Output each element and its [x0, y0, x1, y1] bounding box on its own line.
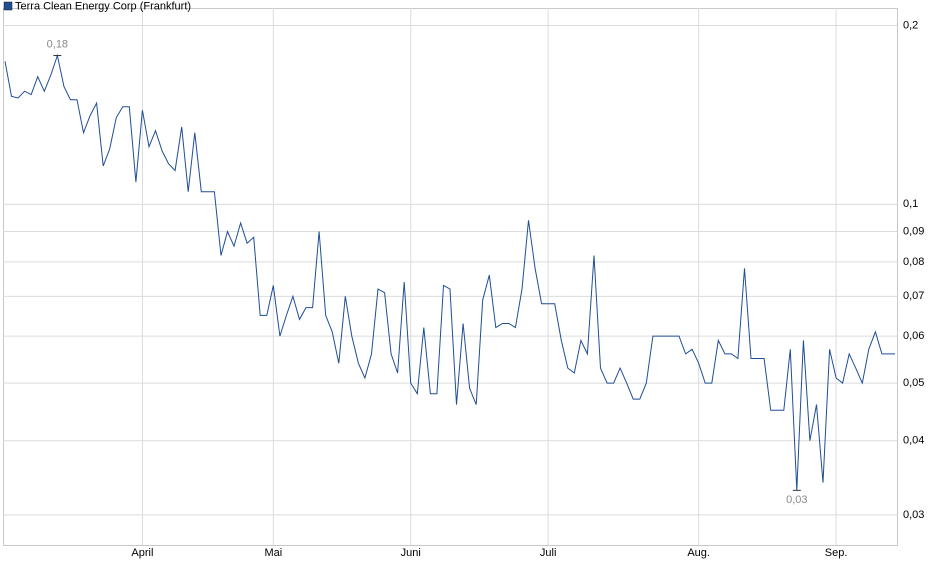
- x-tick-label: Aug.: [687, 547, 710, 559]
- x-tick-label: Mai: [264, 547, 282, 559]
- plot-frame: [3, 8, 898, 546]
- x-tick-label: Sep.: [825, 547, 848, 559]
- y-tick-label: 0,1: [903, 198, 918, 210]
- y-tick-label: 0,03: [903, 509, 924, 521]
- y-tick-label: 0,05: [903, 377, 924, 389]
- y-tick-label: 0,2: [903, 19, 918, 31]
- legend-label: Terra Clean Energy Corp (Frankfurt): [15, 0, 191, 12]
- y-tick-label: 0,04: [903, 435, 924, 447]
- y-tick-label: 0,08: [903, 256, 924, 268]
- value-label: 0,18: [47, 38, 68, 50]
- legend-swatch: [3, 1, 13, 11]
- x-tick-label: April: [131, 547, 153, 559]
- x-tick-label: Juli: [540, 547, 557, 559]
- price-line: [4, 53, 895, 491]
- y-tick-label: 0,06: [903, 330, 924, 342]
- y-tick-label: 0,09: [903, 225, 924, 237]
- value-label: 0,03: [786, 494, 807, 506]
- x-tick-label: Juni: [401, 547, 421, 559]
- y-tick-label: 0,07: [903, 290, 924, 302]
